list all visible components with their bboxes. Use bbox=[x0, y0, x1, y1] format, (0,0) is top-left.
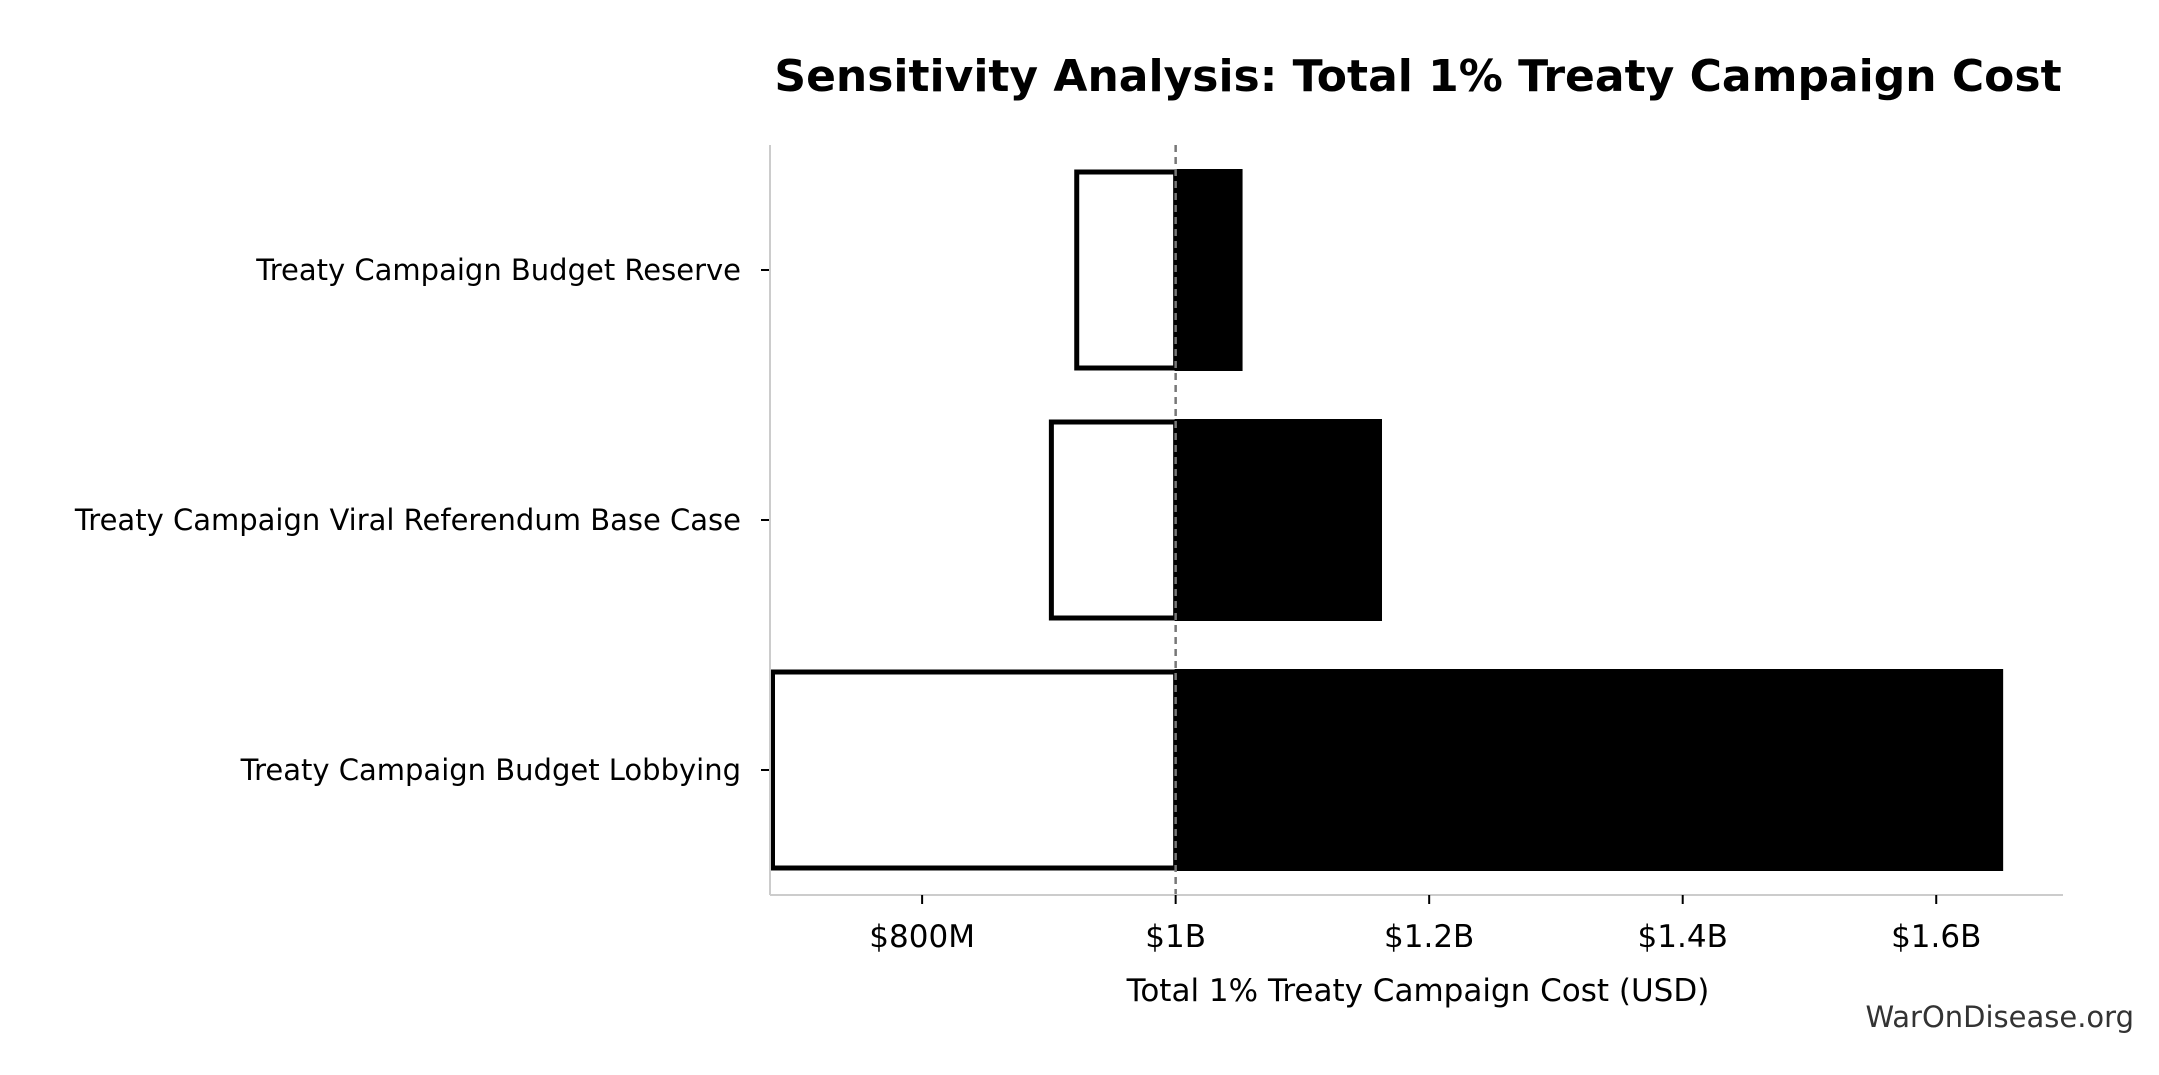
bar-high-0 bbox=[1174, 169, 1243, 371]
x-tick-label-2: $1.2B bbox=[1384, 919, 1474, 955]
bar-high-2 bbox=[1174, 669, 2004, 871]
x-tick-label-3: $1.4B bbox=[1638, 919, 1728, 955]
chart-title: Sensitivity Analysis: Total 1% Treaty Ca… bbox=[774, 51, 2061, 102]
watermark: WarOnDisease.org bbox=[1865, 1000, 2134, 1034]
category-label-0: Treaty Campaign Budget Reserve bbox=[255, 253, 741, 287]
category-label-1: Treaty Campaign Viral Referendum Base Ca… bbox=[74, 503, 741, 537]
bar-low-2 bbox=[770, 669, 1179, 871]
x-tick-label-0: $800M bbox=[869, 919, 975, 955]
bar-low-1 bbox=[1048, 419, 1179, 621]
category-label-2: Treaty Campaign Budget Lobbying bbox=[240, 753, 741, 787]
x-tick-label-4: $1.6B bbox=[1891, 919, 1981, 955]
x-axis-label: Total 1% Treaty Campaign Cost (USD) bbox=[1126, 973, 1710, 1009]
bar-low-0 bbox=[1074, 169, 1179, 371]
x-tick-label-1: $1B bbox=[1145, 919, 1206, 955]
bar-high-1 bbox=[1174, 419, 1383, 621]
